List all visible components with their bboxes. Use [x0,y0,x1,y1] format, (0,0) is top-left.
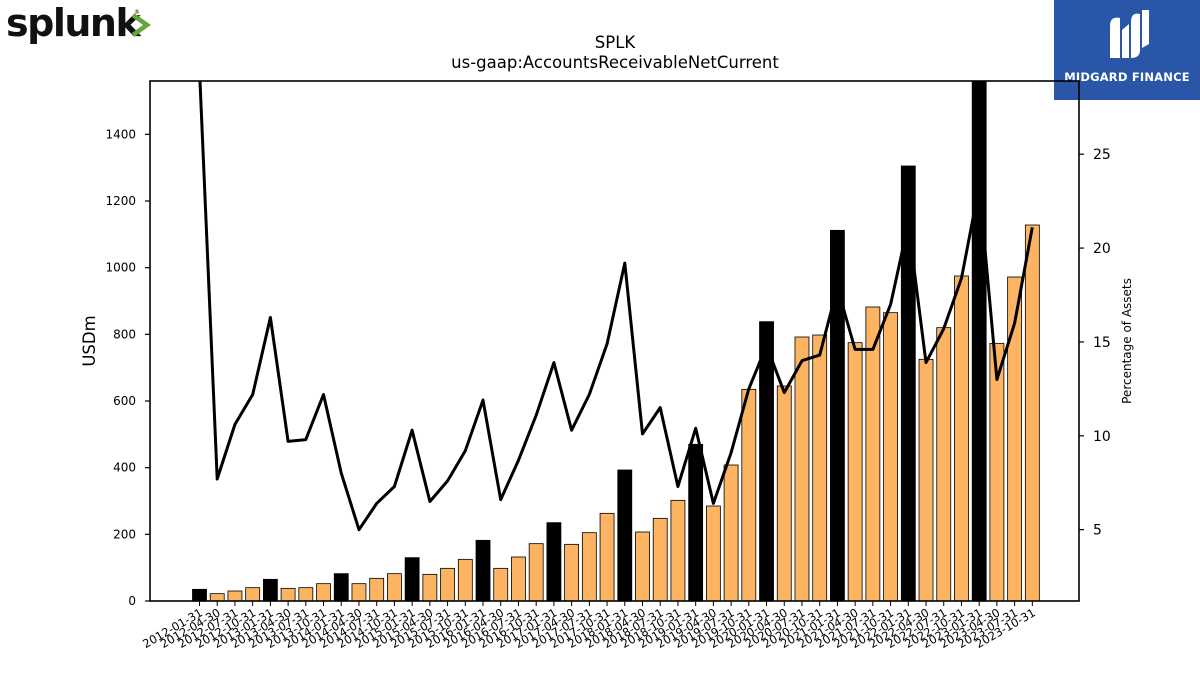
splunk-chevron-icon [131,13,151,37]
splunk-logo: splunk ® [6,1,151,45]
axes-layer: 02004006008001000120014005101520252012-0… [105,80,1111,651]
y-tick-label-400: 400 [113,461,136,475]
bars-layer [192,81,1040,601]
bar-2023-01-31 [971,81,987,601]
bar-2021-10-31 [883,312,898,601]
bar-2013-10-31 [316,583,331,601]
y-tick-label-0: 0 [128,594,136,608]
bar-2015-04-30 [422,573,438,601]
bar-2013-01-31 [262,578,278,601]
y2-tick-label-25: 25 [1093,147,1111,163]
bar-2022-10-31 [954,275,969,601]
bar-2013-07-31 [298,587,314,601]
y2-tick-label-5: 5 [1093,523,1102,539]
plot-frame [149,80,1080,602]
bar-2023-10-31 [1024,224,1040,601]
bar-2012-01-31 [192,588,207,601]
y2-tick-label-20: 20 [1093,241,1111,257]
bar-2018-07-31 [652,517,668,601]
bar-2015-01-31 [404,557,420,601]
bar-2021-01-31 [830,229,845,601]
bar-2012-07-31 [227,590,243,601]
bar-2016-01-31 [475,539,491,601]
midgard-logo-text: MIDGARD FINANCE [1064,70,1190,84]
svg-text:®: ® [134,9,140,16]
bar-2015-07-31 [440,567,455,601]
bar-2014-01-31 [333,573,349,601]
bar-2023-04-30 [989,342,1005,601]
bar-2018-01-31 [617,469,633,601]
chart-subtitle: us-gaap:AccountsReceivableNetCurrent [451,53,779,72]
bar-2017-10-31 [599,512,615,601]
bar-2017-01-31 [546,522,562,601]
bar-2023-07-31 [1007,276,1023,601]
percentage-line [198,81,1034,532]
y-tick-label-1400: 1400 [105,127,136,141]
bar-2019-01-31 [688,443,704,601]
bar-2017-07-31 [581,532,597,601]
bar-2016-07-31 [511,556,526,601]
bar-2015-10-31 [457,558,473,601]
bar-2022-07-31 [936,327,952,601]
bar-2016-04-30 [493,567,509,601]
bar-2014-04-30 [351,583,367,601]
midgard-emblem-icon [1110,10,1149,58]
y-tick-label-800: 800 [113,327,136,341]
y-tick-label-1000: 1000 [105,261,136,275]
line-layer [198,81,1034,532]
y-axis-label: USDm [80,315,99,366]
bar-2020-01-31 [759,321,774,601]
bar-2016-10-31 [528,543,544,601]
bar-2019-04-30 [705,505,721,601]
y2-tick-label-15: 15 [1093,335,1111,351]
bar-2018-10-31 [670,499,686,601]
bar-2014-07-31 [369,577,385,601]
chart-title: SPLK [595,33,637,52]
bar-2012-04-30 [209,593,225,601]
y-tick-label-1200: 1200 [105,194,136,208]
bar-2013-04-30 [280,587,296,601]
bar-2021-07-31 [865,306,881,601]
bar-2017-04-30 [564,543,580,601]
bar-2012-10-31 [245,587,261,601]
y2-axis-label: Percentage of Assets [1120,278,1134,404]
bar-2022-01-31 [900,165,916,601]
bar-2014-10-31 [387,573,402,601]
bar-2021-04-30 [847,342,863,601]
bar-2022-04-30 [918,358,934,601]
bar-2020-10-31 [812,334,828,601]
y-tick-label-600: 600 [113,394,136,408]
splunk-logo-word: splunk [6,1,141,45]
bar-2020-04-30 [776,385,792,601]
bar-2019-07-31 [723,464,739,601]
bar-2019-10-31 [741,388,757,601]
y-tick-label-200: 200 [113,527,136,541]
bar-2020-07-31 [794,336,810,601]
y2-tick-label-10: 10 [1093,429,1111,445]
bar-2018-04-30 [635,531,650,601]
